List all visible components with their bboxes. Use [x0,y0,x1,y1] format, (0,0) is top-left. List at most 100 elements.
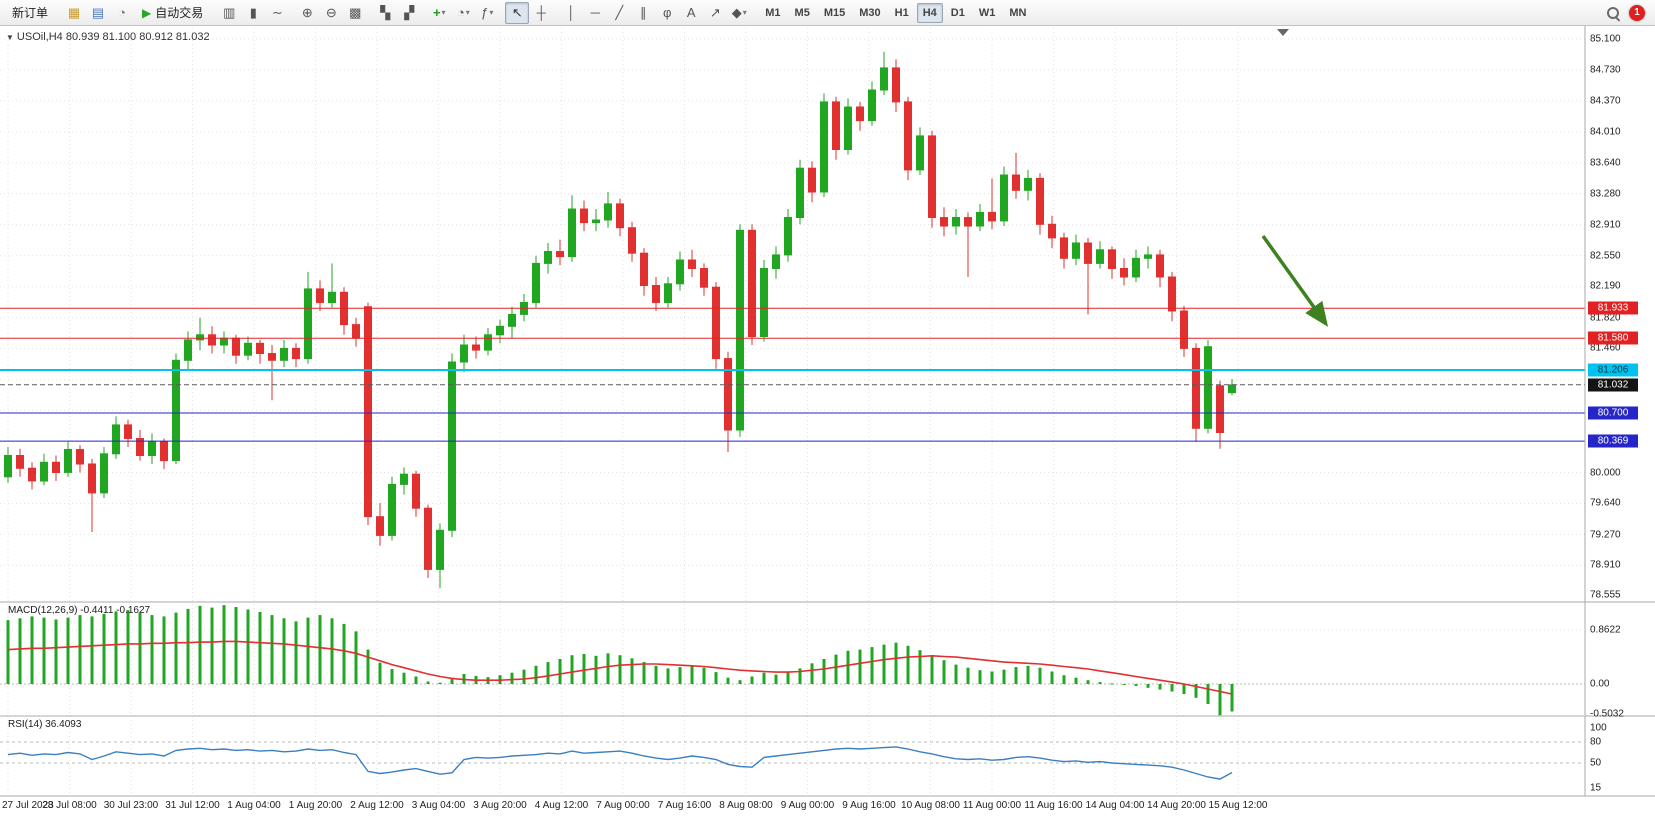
timeframe-button-mn[interactable]: MN [1009,6,1027,19]
time-axis-label: 11 Aug 00:00 [962,800,1022,811]
price-level-label[interactable]: 81.933 [1588,301,1638,315]
time-axis-label: 14 Aug 20:00 [1147,800,1206,811]
vertical-line-icon: │ [567,4,576,20]
text-label-icon[interactable]: A [679,1,703,23]
collapse-icon[interactable]: ▼ [6,33,14,42]
price-tick-label: 80.000 [1590,467,1621,478]
timeframe-button-m30[interactable]: M30 [859,6,881,19]
price-tick-label: 79.270 [1590,529,1621,541]
timeframe-group: M1 M5 M15 M30 H1 H4 D1 W1 MN [758,2,1033,23]
profiles-icon[interactable]: ▤ [86,2,110,24]
auto-trading-button[interactable]: ▶ 自动交易 [134,2,211,24]
price-level-label[interactable]: 81.580 [1588,331,1638,345]
price-level-label[interactable]: 81.206 [1588,363,1638,377]
cascade-windows-icon[interactable]: ▞ [397,2,421,24]
new-chart-window-icon[interactable]: + ▾ [427,1,451,23]
timeframe-button-m15[interactable]: M15 [823,6,846,19]
time-axis-label: 1 Aug 20:00 [288,800,343,811]
timeframe-button-w1[interactable]: W1 [978,6,996,19]
tile-windows-icon: ▚ [380,4,391,20]
symbol-ohlc-text: USOil,H4 80.939 81.100 80.912 81.032 [16,31,210,43]
tile-windows-icon[interactable]: ▚ [373,2,397,24]
horizontal-line-icon[interactable]: ─ [583,1,607,23]
toolbar-right: 1 [1605,4,1651,21]
new-chart-icon[interactable]: ▦ [62,2,86,24]
time-axis-label: 9 Aug 16:00 [842,800,896,811]
time-axis-label: 27 Jul 2023 [2,800,54,811]
price-tick-label: 83.640 [1590,157,1621,169]
price-tick-label: 84.010 [1590,126,1621,138]
vertical-line-icon[interactable]: │ [559,1,583,23]
crosshair-icon: ┼ [536,4,546,20]
price-tick-label: 78.555 [1590,589,1621,601]
time-axis-label: 9 Aug 00:00 [780,800,835,811]
candlestick-chart-icon[interactable]: ▮ [241,2,265,24]
chevron-down-icon[interactable]: ▾ [489,7,494,17]
trendline-icon: ╱ [615,4,624,20]
rsi-label: RSI(14) 36.4093 [8,719,82,730]
time-axis-label: 7 Aug 16:00 [657,800,712,811]
notification-badge[interactable]: 1 [1629,4,1645,21]
arrows-icon[interactable]: ↗ [703,2,727,24]
grid-icon: ▩ [349,4,362,20]
time-axis-label: 3 Aug 20:00 [473,800,527,811]
new-order-button-label: 新订单 [12,5,49,20]
crosshair-icon[interactable]: ┼ [529,1,553,23]
indicators-icon[interactable]: ƒ ▾ [475,1,499,23]
channel-icon[interactable]: ∥ [631,2,655,24]
time-axis-label: 31 Jul 12:00 [165,800,220,811]
strategy-tester-icon[interactable]: ◔ [110,1,134,23]
price-tick-label: 84.370 [1590,95,1621,107]
auto-trading-button-label: 自动交易 [155,6,204,21]
timeframe-button-h1[interactable]: H1 [894,6,909,19]
search-icon[interactable] [1605,5,1621,21]
price-tick-label: 82.190 [1590,280,1621,292]
timeframe-button-h4[interactable]: H4 [916,2,943,23]
time-axis-label: 14 Aug 04:00 [1085,800,1145,811]
time-axis-label: 15 Aug 12:00 [1208,800,1268,811]
time-axis-label: 11 Aug 16:00 [1024,800,1083,811]
price-level-label[interactable]: 80.700 [1588,406,1638,420]
zoom-out-icon[interactable]: ⊖ [319,2,343,24]
price-tick-label: 81.460 [1590,342,1621,354]
price-chart[interactable] [0,26,1655,812]
time-axis-label: 8 Aug 08:00 [719,800,773,811]
price-level-label[interactable]: 80.369 [1588,434,1638,448]
price-tick-label: 79.640 [1590,497,1621,509]
zoom-in-icon[interactable]: ⊕ [295,2,319,24]
chevron-down-icon[interactable]: ▾ [441,7,446,17]
chevron-down-icon[interactable]: ▾ [465,7,470,17]
grid-icon[interactable]: ▩ [343,2,367,24]
price-tick-label: 78.910 [1590,559,1621,571]
time-axis-label: 10 Aug 08:00 [901,800,960,811]
trendline-icon[interactable]: ╱ [607,2,631,24]
symbol-info: ▼ USOil,H4 80.939 81.100 80.912 81.032 [6,31,210,43]
time-axis-label: 7 Aug 00:00 [596,800,650,811]
line-chart-icon[interactable]: ∼ [265,2,289,24]
cursor-icon[interactable]: ↖ [505,1,530,24]
new-order-button[interactable]: 新订单 [4,1,56,23]
price-level-label[interactable]: 81.032 [1588,378,1638,392]
period-selector-icon[interactable]: ◔ ▾ [451,1,475,23]
bar-chart-icon[interactable]: ▥ [217,2,241,24]
candlestick-chart-icon: ▮ [249,4,257,20]
time-axis-label: 2 Aug 12:00 [350,800,404,811]
chevron-down-icon[interactable]: ▾ [742,8,747,18]
price-tick-label: 82.550 [1590,250,1621,262]
indicators-icon: ƒ [481,4,489,20]
time-axis-label: 30 Jul 23:00 [103,800,159,811]
price-tick-label: 82.910 [1590,219,1621,231]
shapes-icon: ◆ [731,4,742,20]
horizontal-line-icon: ─ [590,4,600,20]
rsi-scale-label: 100 [1590,722,1607,734]
timeframe-button-d1[interactable]: D1 [950,6,965,19]
shapes-icon[interactable]: ◆ ▾ [727,2,751,24]
timeframe-button-m1[interactable]: M1 [765,6,781,19]
timeframe-button-m5[interactable]: M5 [794,6,810,19]
price-tick-label: 83.280 [1590,188,1621,200]
line-chart-icon: ∼ [271,4,283,20]
strategy-tester-icon: ◔ [118,4,126,20]
fibonacci-icon[interactable]: φ [655,1,679,23]
price-tick-label: 85.100 [1590,33,1621,45]
arrows-icon: ↗ [709,4,721,20]
